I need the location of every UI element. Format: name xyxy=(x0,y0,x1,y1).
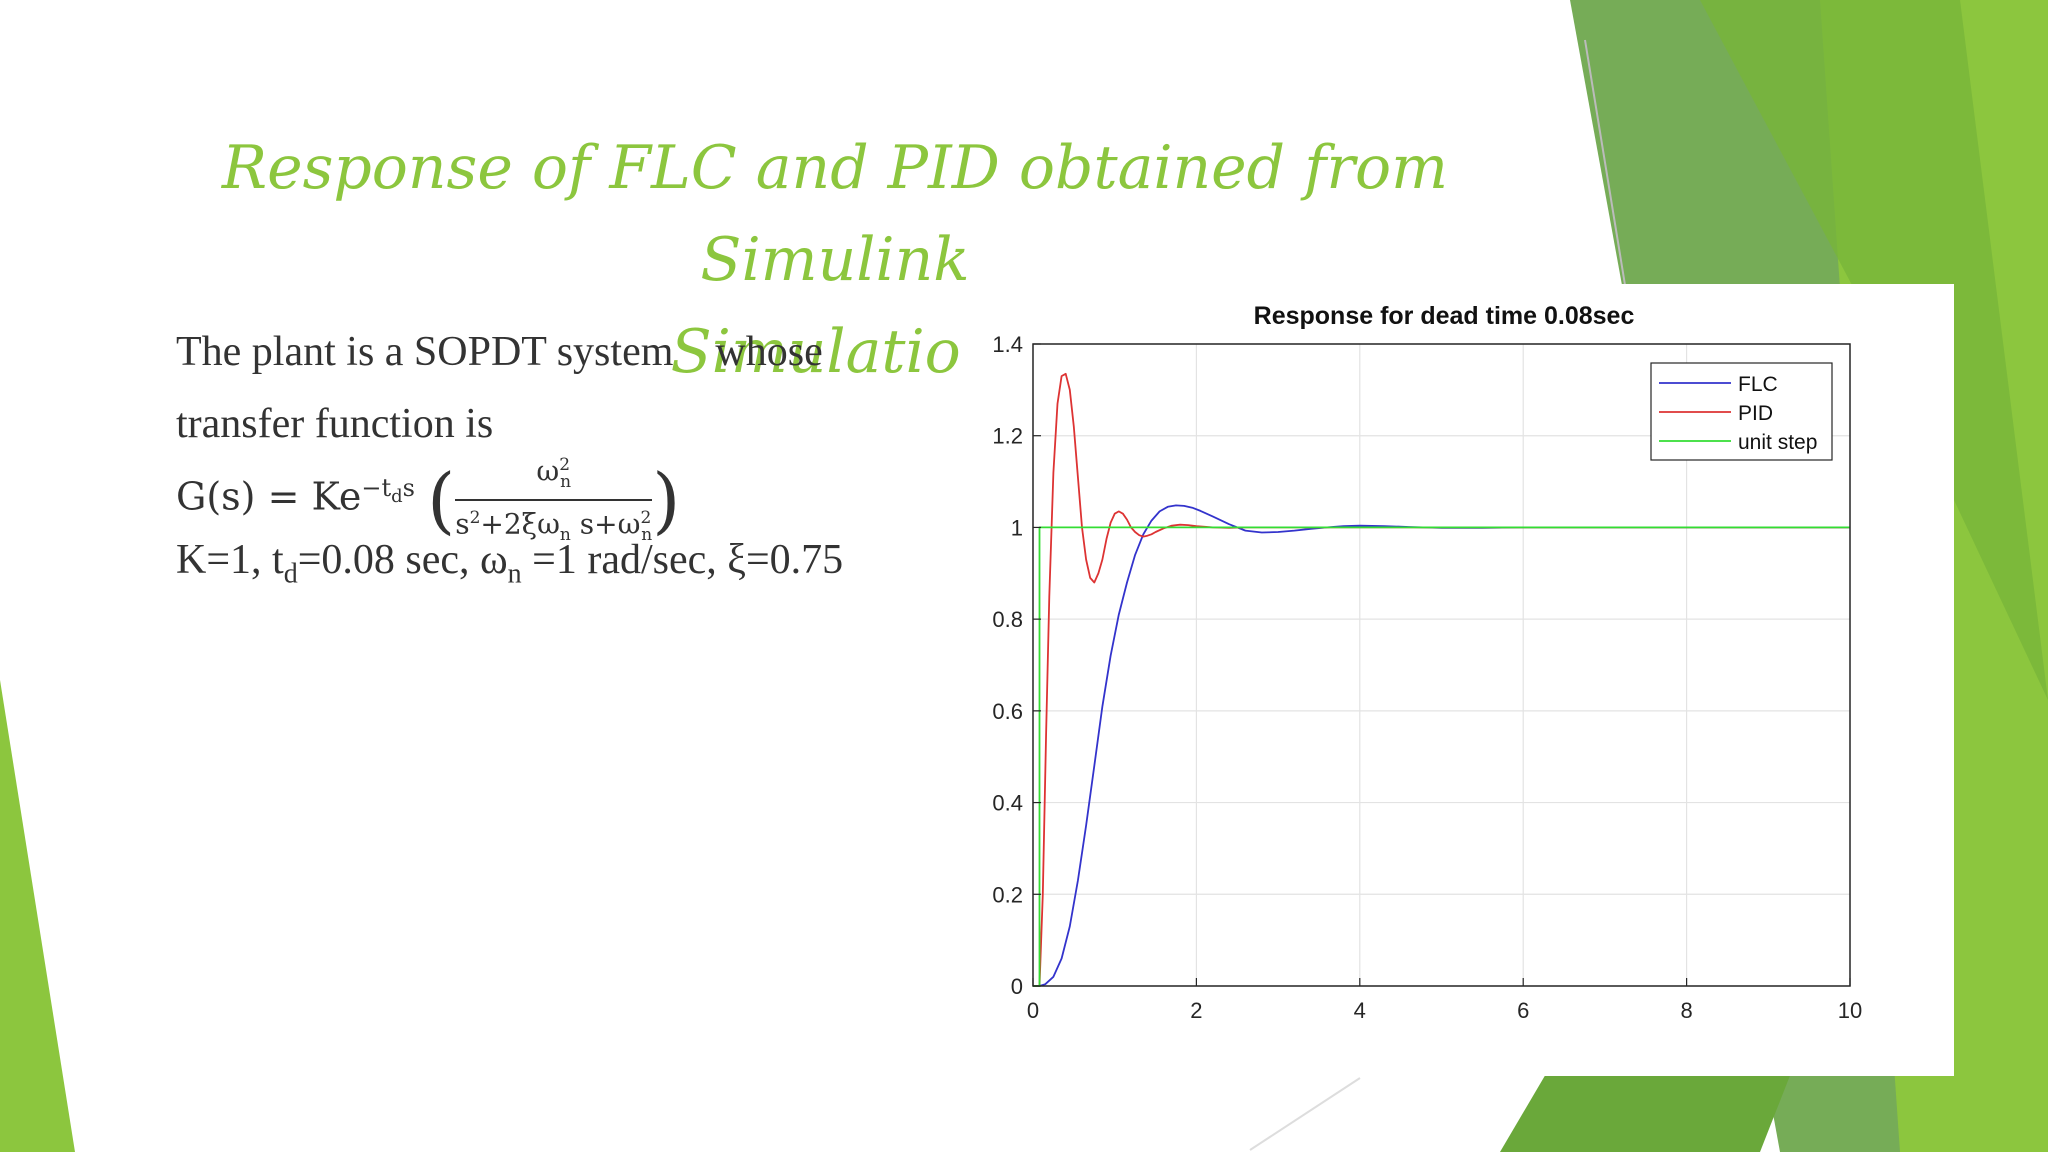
text-line-1b: whose xyxy=(715,329,823,375)
tf-den-b-sub: n xyxy=(559,524,571,545)
text-line-1: The plant is a SOPDT system whose xyxy=(176,328,823,376)
tf-num-sup: 2 xyxy=(559,455,571,475)
tf-fraction: ω2n s2+2ξωn s+ω2n xyxy=(455,450,653,550)
slide-title-line1: Response of FLC and PID obtained from Si… xyxy=(221,133,1449,295)
deco-line xyxy=(1584,39,1626,286)
deco-line-bottom xyxy=(1249,1077,1361,1151)
y-tick-label: 1.2 xyxy=(992,424,1023,449)
tf-exp: −t xyxy=(361,473,392,502)
tf-den-a-sup: 2 xyxy=(469,507,481,528)
tf-denominator: s2+2ξωn s+ω2n xyxy=(455,501,652,550)
legend-label: PID xyxy=(1738,402,1773,425)
y-tick-label: 0.6 xyxy=(992,699,1023,724)
slide-title-line2: Simulation xyxy=(670,317,1000,387)
deco-shape-left xyxy=(0,680,75,1152)
tf-den-a: s xyxy=(455,507,470,541)
params-a: K=1, t xyxy=(176,537,284,583)
legend: FLC PID unit step xyxy=(1650,362,1833,461)
paren-open: ( xyxy=(427,457,456,542)
tf-den-c-sup: 2 xyxy=(640,507,652,528)
chart-title: Response for dead time 0.08sec xyxy=(1254,302,1635,330)
legend-label: unit step xyxy=(1738,431,1817,454)
transfer-function: G(s) = Ke−tds ( ω2n s2+2ξωn s+ω2n ) xyxy=(176,450,680,550)
x-tick-label: 8 xyxy=(1680,998,1692,1023)
tf-num-omega: ω xyxy=(536,454,560,488)
plot-area-border xyxy=(1032,343,1851,987)
legend-label: FLC xyxy=(1738,373,1778,396)
y-tick-label: 1.4 xyxy=(992,332,1023,357)
y-tick-label: 0.4 xyxy=(992,791,1023,816)
tf-lhs: G(s) = Ke xyxy=(176,474,362,519)
text-line-1a: The plant is a SOPDT system xyxy=(176,329,674,375)
series-line-flc xyxy=(1033,504,1850,987)
tf-num-sub: n xyxy=(560,471,572,492)
deco-shape-right-mid xyxy=(1700,0,2048,700)
params-b-sub: n xyxy=(507,558,522,590)
chart-figure: Response for dead time 0.08sec 0 2 4 6 8 10 0 0… xyxy=(960,284,1954,1076)
params-line: K=1, td=0.08 sec, ωn =1 rad/sec, ξ=0.75 xyxy=(176,536,843,590)
params-c: =1 rad/sec, ξ=0.75 xyxy=(521,537,844,583)
y-tick-label: 1 xyxy=(1011,515,1023,540)
tick-labels: 0 2 4 6 8 10 0 0.2 0.4 0.6 0.8 1 1.2 1.4 xyxy=(992,332,1862,1023)
tf-exp-sub: d xyxy=(391,485,403,507)
x-tick-label: 0 xyxy=(1027,998,1039,1023)
y-tick-label: 0 xyxy=(1011,974,1023,999)
y-tick-label: 0.2 xyxy=(992,882,1023,907)
tf-den-c-sub: n xyxy=(641,524,653,545)
x-tick-label: 4 xyxy=(1354,998,1366,1023)
paren-close: ) xyxy=(652,457,681,542)
slide-title: Response of FLC and PID obtained from Si… xyxy=(160,122,1510,398)
series-line-unit-step xyxy=(1033,526,1850,987)
text-line-2: transfer function is xyxy=(176,401,494,447)
params-b: =0.08 sec, ω xyxy=(297,537,508,583)
params-a-sub: d xyxy=(283,558,298,590)
tf-den-b: +2ξω xyxy=(480,507,560,541)
x-tick-label: 6 xyxy=(1517,998,1529,1023)
x-tick-label: 2 xyxy=(1190,998,1202,1023)
x-tick-label: 10 xyxy=(1838,998,1862,1023)
y-tick-label: 0.8 xyxy=(992,607,1023,632)
response-chart: Response for dead time 0.08sec 0 2 4 6 8 1000… xyxy=(992,302,1862,1023)
tf-numerator: ω2n xyxy=(455,450,653,501)
tf-exp-s: s xyxy=(402,473,415,502)
tf-den-c: s+ω xyxy=(570,507,641,541)
